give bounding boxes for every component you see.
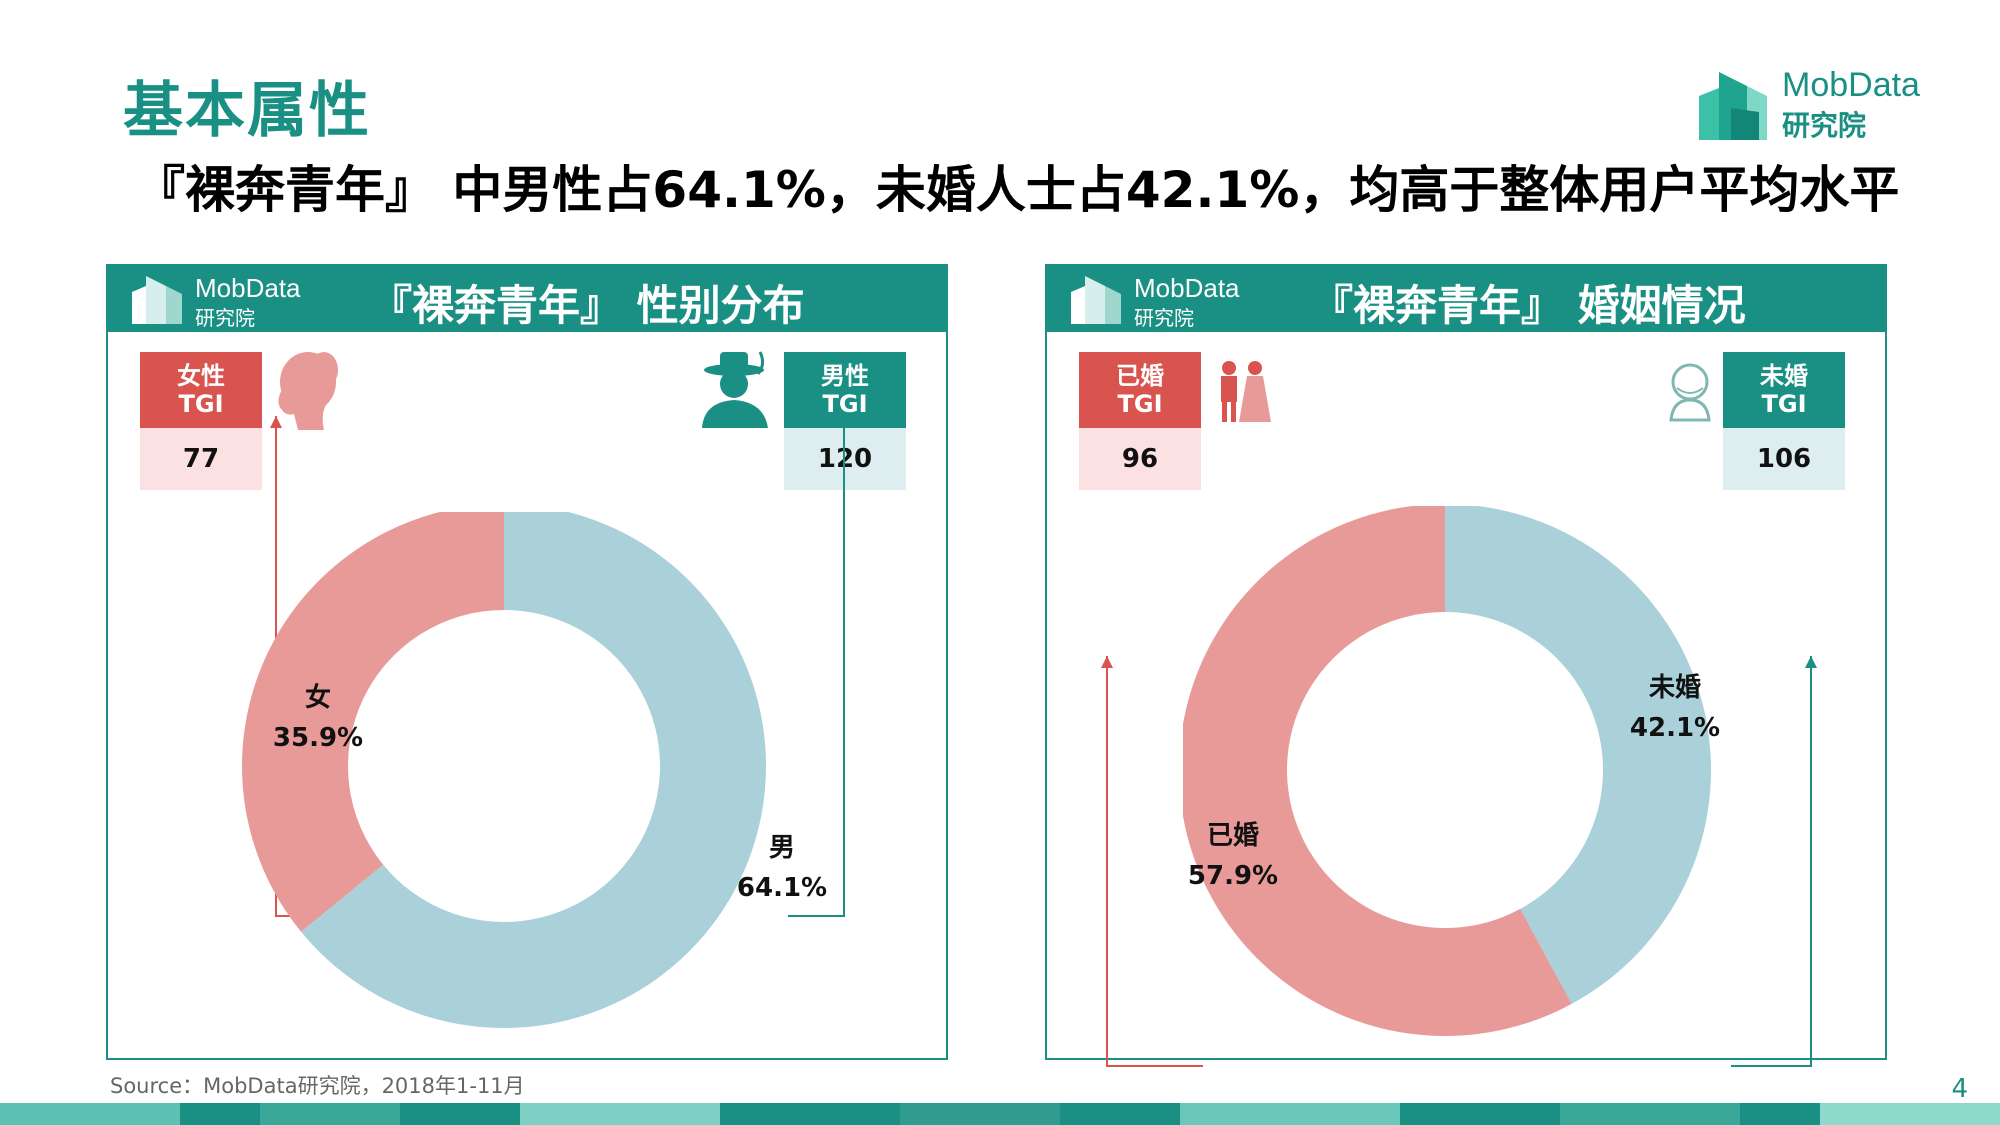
panel-logo-subname: 研究院 (195, 306, 255, 330)
brand-name: MobData (1782, 66, 1920, 104)
source-note: Source：MobData研究院，2018年1-11月 (110, 1074, 525, 1098)
panel-title: 『裸奔青年』 性别分布 (370, 281, 805, 330)
panel-logo-subname: 研究院 (1134, 306, 1194, 330)
panel-title: 『裸奔青年』 婚姻情况 (1311, 281, 1746, 330)
brand-subname: 研究院 (1782, 109, 1867, 142)
single-tgi-card: 未婚 TGI 106 (1723, 352, 1845, 490)
slice-category: 男 (768, 833, 795, 863)
male-hat-silhouette-icon (702, 351, 768, 428)
female-tgi-card: 女性 TGI 77 (140, 352, 262, 490)
building-logo-icon (1699, 72, 1767, 140)
page-number: 4 (1951, 1074, 1968, 1104)
tgi-sub: TGI (822, 390, 868, 418)
arrow-up-icon (270, 416, 282, 428)
marriage-panel: MobData 研究院 『裸奔青年』 婚姻情况 已婚 TGI 96 未婚 TGI… (1045, 264, 1887, 1067)
donut-slice-未婚 (1445, 506, 1711, 1004)
tgi-label: 已婚 (1116, 362, 1164, 390)
tgi-value: 106 (1723, 428, 1845, 490)
tgi-label: 未婚 (1760, 362, 1808, 390)
building-logo-icon (1071, 276, 1121, 324)
married-tgi-card: 已婚 TGI 96 (1079, 352, 1201, 490)
male-slice-label: 男 64.1% (722, 828, 842, 908)
bride-groom-icon (1221, 361, 1271, 422)
donut-slice-女 (242, 512, 504, 932)
tgi-header: 已婚 TGI (1079, 352, 1201, 428)
tgi-sub: TGI (178, 390, 224, 418)
arrow-layer (1101, 656, 1817, 1067)
slice-category: 女 (304, 683, 331, 713)
marriage-donut-chart (1183, 506, 1711, 1036)
arrow-up-icon (1101, 656, 1113, 668)
tgi-header: 未婚 TGI (1723, 352, 1845, 428)
page-title: 基本属性 (123, 76, 371, 146)
panel-header: MobData 研究院 『裸奔青年』 性别分布 (108, 266, 946, 332)
slice-category: 已婚 (1206, 821, 1259, 851)
single-person-icon (1669, 363, 1711, 422)
gender-panel: MobData 研究院 『裸奔青年』 性别分布 女性 TGI 77 男性 TGI… (106, 264, 948, 1060)
tgi-label: 男性 (821, 362, 869, 390)
tgi-sub: TGI (1117, 390, 1163, 418)
married-arrow-line (1106, 656, 1203, 1067)
tgi-label: 女性 (177, 362, 225, 390)
footer-stripe (0, 1103, 2000, 1125)
female-slice-label: 女 35.9% (258, 678, 378, 758)
arrow-up-icon (1805, 656, 1817, 668)
female-silhouette-icon (278, 352, 338, 430)
slice-category: 未婚 (1648, 673, 1701, 703)
donut-slice-已婚 (1183, 506, 1572, 1036)
tgi-header: 男性 TGI (784, 352, 906, 428)
single-arrow-line (1731, 656, 1812, 1067)
tgi-header: 女性 TGI (140, 352, 262, 428)
slice-percent: 64.1% (736, 873, 828, 903)
slice-percent: 42.1% (1629, 713, 1721, 743)
panel-logo-name: MobData (195, 273, 301, 303)
building-logo-icon (132, 276, 182, 324)
arrow-up-icon (838, 416, 850, 428)
slice-percent: 35.9% (272, 723, 364, 753)
married-slice-label: 已婚 57.9% (1173, 816, 1293, 896)
gender-donut-chart (242, 512, 766, 1028)
panel-logo-name: MobData (1134, 273, 1240, 303)
slice-percent: 57.9% (1187, 861, 1279, 891)
panel-header: MobData 研究院 『裸奔青年』 婚姻情况 (1047, 266, 1885, 332)
donut-slice-男 (301, 512, 766, 1028)
tgi-sub: TGI (1761, 390, 1807, 418)
headline: 『裸奔青年』 中男性占64.1%，未婚人士占42.1%，均高于整体用户平均水平 (135, 161, 1900, 219)
brand-logo: MobData 研究院 (1695, 66, 1930, 146)
single-slice-label: 未婚 42.1% (1615, 668, 1735, 748)
male-arrow-line (788, 416, 845, 917)
tgi-value: 96 (1079, 428, 1201, 490)
tgi-value: 77 (140, 428, 262, 490)
